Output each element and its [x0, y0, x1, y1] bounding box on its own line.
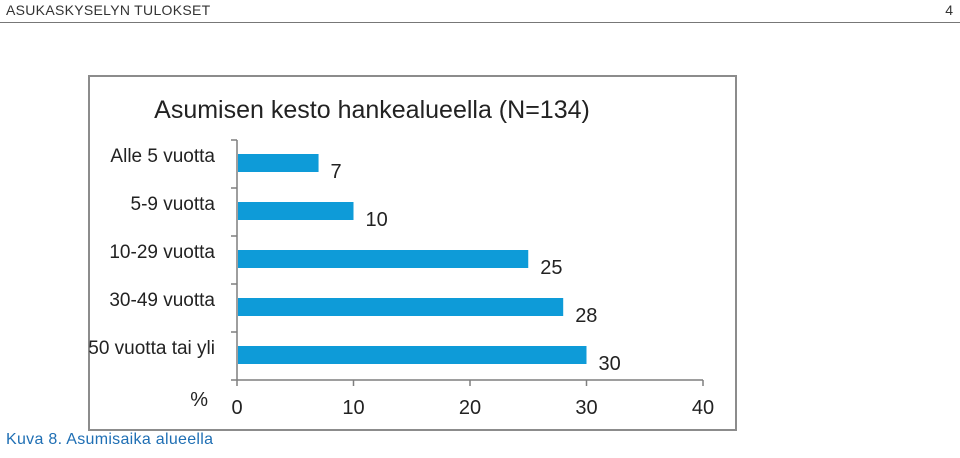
- category-label: 50 vuotta tai yli: [88, 338, 215, 359]
- data-label: 28: [575, 305, 597, 327]
- category-label: Alle 5 vuotta: [110, 146, 215, 167]
- x-axis-label: %: [190, 389, 208, 411]
- x-tick-label: 0: [231, 397, 242, 419]
- data-label: 10: [366, 209, 388, 231]
- chart-title: Asumisen kesto hankealueella (N=134): [154, 96, 590, 124]
- bar: [238, 346, 587, 364]
- bar: [238, 298, 564, 316]
- x-tick-label: 20: [459, 397, 481, 419]
- bar: [238, 154, 319, 172]
- x-tick-label: 10: [342, 397, 364, 419]
- category-label: 30-49 vuotta: [109, 290, 215, 311]
- data-label: 7: [331, 161, 342, 183]
- category-label: 10-29 vuotta: [109, 242, 215, 263]
- figure-caption: Kuva 8. Asumisaika alueella: [6, 431, 214, 448]
- x-tick-label: 40: [692, 397, 714, 419]
- page-header: ASUKASKYSELYN TULOKSET 4: [0, 0, 960, 23]
- data-label: 30: [599, 353, 621, 375]
- data-label: 25: [540, 257, 562, 279]
- x-tick-label: 30: [575, 397, 597, 419]
- category-label: 5-9 vuotta: [131, 194, 216, 215]
- page-number: 4: [945, 2, 953, 18]
- bar: [238, 250, 529, 268]
- bar: [238, 202, 354, 220]
- document-title: ASUKASKYSELYN TULOKSET: [6, 2, 211, 18]
